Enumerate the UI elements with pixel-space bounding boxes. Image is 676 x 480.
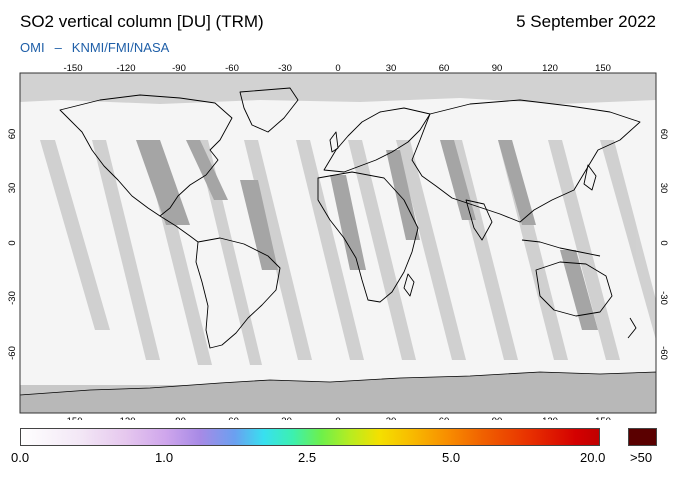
- lon-tick: -60: [225, 416, 239, 420]
- lat-ticks-left: 60 30 0 -30 -60: [7, 129, 18, 360]
- lat-tick: 30: [7, 183, 18, 194]
- colorbar-overflow-label: >50: [630, 450, 653, 465]
- so2-map: -150 -120 -90 -60 -30 0 30 60 90 120 150…: [7, 63, 669, 420]
- antarctica: [20, 371, 656, 413]
- lon-tick: 0: [335, 63, 340, 74]
- lon-tick: 150: [595, 63, 611, 74]
- lon-tick: 0: [335, 416, 340, 420]
- europe-outline: [323, 107, 431, 173]
- lat-tick: -60: [658, 346, 669, 360]
- greenland-outline: [239, 87, 299, 133]
- africa-outline: [317, 171, 419, 303]
- lon-tick: -120: [116, 63, 135, 74]
- colorbar-label: 0.0: [11, 450, 30, 465]
- lon-tick: 120: [542, 416, 558, 420]
- lat-ticks-right: 60 30 0 -30 -60: [658, 129, 669, 360]
- lon-tick: 60: [439, 63, 450, 74]
- lon-tick: -90: [172, 63, 186, 74]
- new-zealand-outline: [627, 317, 637, 339]
- source-instrument: OMI: [20, 40, 45, 55]
- lon-tick: -90: [172, 416, 186, 420]
- australia-outline: [535, 261, 613, 317]
- lon-tick: 60: [439, 416, 450, 420]
- colorbar-overflow-swatch: [628, 428, 657, 446]
- lat-tick: 60: [658, 129, 669, 140]
- colorbar-label: 5.0: [442, 450, 461, 465]
- north-america-outline: [59, 94, 233, 217]
- lat-tick: 0: [658, 240, 669, 245]
- lon-tick: 90: [492, 416, 503, 420]
- lon-ticks-bottom: -150 -120 -90 -60 -30 0 30 60 90 120 150: [63, 416, 610, 420]
- lat-tick: -30: [7, 291, 18, 305]
- japan-outline: [583, 164, 597, 191]
- colorbar-gradient: [20, 428, 600, 446]
- lon-tick: -120: [116, 416, 135, 420]
- data-source: OMI – KNMI/FMI/NASA: [20, 40, 169, 55]
- lon-tick: 90: [492, 63, 503, 74]
- colorbar-label: 2.5: [298, 450, 317, 465]
- lon-ticks-top: -150 -120 -90 -60 -30 0 30 60 90 120 150: [63, 63, 610, 74]
- lon-tick: -150: [63, 63, 82, 74]
- lon-tick: -150: [63, 416, 82, 420]
- map-frame: [19, 72, 657, 414]
- map-title: SO2 vertical column [DU] (TRM): [20, 12, 264, 31]
- lon-tick: -30: [278, 416, 292, 420]
- coastlines: [59, 87, 641, 349]
- asia-outline: [411, 99, 641, 223]
- madagascar-outline: [403, 273, 415, 297]
- lon-tick: 30: [386, 63, 397, 74]
- arctic-region: [20, 73, 656, 104]
- lon-tick: 150: [595, 416, 611, 420]
- colorbar-label: 20.0: [580, 450, 606, 465]
- map-date: 5 September 2022: [516, 12, 656, 31]
- lon-tick: 30: [386, 416, 397, 420]
- indonesia-outline: [521, 239, 601, 257]
- lon-tick: -30: [278, 63, 292, 74]
- lat-tick: 60: [7, 129, 18, 140]
- india-outline: [465, 199, 493, 241]
- lat-tick: 30: [658, 183, 669, 194]
- source-agencies: KNMI/FMI/NASA: [71, 40, 170, 55]
- uk-outline: [329, 131, 339, 153]
- colorbar-label: 1.0: [155, 450, 174, 465]
- source-separator: –: [54, 40, 62, 55]
- lon-tick: -60: [225, 63, 239, 74]
- high-angle-strips: [136, 140, 598, 330]
- lon-tick: 120: [542, 63, 558, 74]
- central-america-outline: [159, 215, 199, 243]
- lat-tick: -30: [658, 291, 669, 305]
- lat-tick: 0: [7, 240, 18, 245]
- lat-tick: -60: [7, 346, 18, 360]
- south-america-outline: [195, 237, 281, 349]
